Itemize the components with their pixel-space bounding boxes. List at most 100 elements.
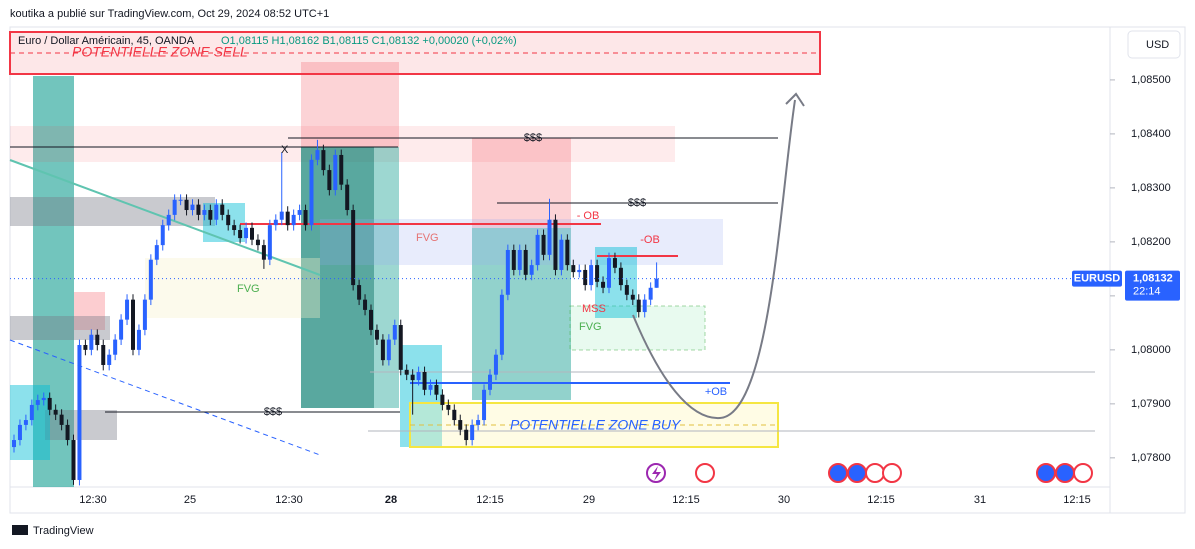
y-tick-label: 1,07800 [1131, 452, 1171, 464]
candle-body [630, 294, 635, 300]
projection-curve [632, 99, 796, 420]
candle-body [464, 429, 469, 441]
candle-body [565, 239, 570, 266]
candle-body [220, 204, 225, 215]
y-tick-label: 1,08300 [1131, 182, 1171, 194]
candle-body [190, 204, 195, 211]
candle-body [416, 372, 421, 381]
event-icon[interactable] [1073, 463, 1093, 483]
cyan-box [400, 345, 442, 447]
currency-button[interactable] [1127, 30, 1181, 59]
candle-body [29, 404, 34, 421]
annotation: FVG [416, 232, 439, 244]
candle-body [374, 329, 379, 340]
candle-body [482, 389, 487, 421]
candle-body [77, 345, 82, 480]
candle-body [202, 210, 207, 215]
candle-body [273, 219, 278, 226]
candle-body [315, 150, 320, 160]
x-tick-label: 25 [184, 494, 196, 506]
candle-body [59, 414, 64, 425]
candle-body [297, 210, 302, 215]
candle-body [47, 397, 52, 410]
candle-body [404, 369, 409, 375]
candle-body [154, 245, 159, 260]
candle-body [196, 204, 201, 215]
candle-body [618, 267, 623, 286]
candle-body [642, 299, 647, 313]
x-tick-label: 31 [974, 494, 986, 506]
candle-body [351, 210, 356, 286]
candle-body [119, 319, 124, 340]
candle-body [398, 325, 403, 370]
candle-body [255, 239, 260, 246]
countdown: 22:14 [1133, 286, 1161, 298]
logo-mark [12, 525, 28, 535]
event-icon[interactable] [1036, 463, 1056, 483]
candle-body [529, 265, 534, 275]
candle-body [601, 281, 606, 288]
annotation: $$$ [264, 406, 282, 418]
candle-body [107, 354, 112, 365]
candle-body [553, 219, 558, 270]
candle-body [285, 211, 290, 226]
event-icon[interactable] [695, 463, 715, 483]
candle-body [131, 299, 135, 350]
candle-body [446, 404, 451, 410]
annotation: +OB [705, 386, 727, 398]
candle-body [184, 199, 189, 211]
candle-body [208, 210, 213, 220]
candle-body [612, 258, 617, 268]
candle-body [559, 239, 564, 270]
event-icon[interactable] [882, 463, 902, 483]
candle-body [166, 214, 171, 226]
candle-body [636, 299, 641, 313]
candle-body [493, 354, 498, 375]
candle-body [238, 230, 243, 239]
candle-body [511, 249, 516, 270]
zone-box [74, 292, 105, 330]
candle-body [345, 184, 350, 211]
candle-body [434, 384, 439, 395]
x-tick-label: 12:15 [1063, 494, 1091, 506]
candle-body [244, 227, 249, 239]
candle-body [136, 329, 141, 350]
y-tick-label: 1,08200 [1131, 236, 1171, 248]
candle-body [476, 420, 481, 425]
candle-body [505, 249, 510, 295]
candle-body [113, 339, 118, 355]
candle-body [386, 339, 391, 361]
event-icon[interactable] [828, 463, 848, 483]
candle-body [279, 211, 284, 220]
candle-body [267, 225, 272, 260]
candle-body [23, 420, 28, 425]
x-tick-label: 28 [385, 494, 397, 506]
zone-box [33, 76, 74, 487]
x-tick-label: 12:15 [672, 494, 700, 506]
event-icon[interactable] [865, 463, 885, 483]
ohlc-legend: O1,08115 H1,08162 B1,08115 C1,08132 +0,0… [221, 35, 517, 47]
candle-body [83, 345, 88, 350]
candle-body [125, 299, 130, 320]
candle-body [654, 278, 659, 288]
y-tick-label: 1,08400 [1131, 128, 1171, 140]
event-icon[interactable] [847, 463, 867, 483]
candle-body [577, 269, 582, 273]
zone-box [374, 147, 399, 408]
last-price: 1,08132 [1133, 273, 1173, 285]
candle-body [583, 269, 588, 286]
annotation: $$$ [628, 197, 646, 209]
candle-body [303, 210, 308, 226]
candle-body [517, 249, 522, 270]
candle-body [226, 214, 231, 226]
annotation: X [281, 144, 289, 156]
zone-box [301, 62, 399, 147]
candle-body [380, 339, 385, 361]
candle-body [250, 227, 254, 240]
zone-label: POTENTIELLE ZONE SELL [72, 44, 248, 60]
candle-body [595, 265, 600, 282]
chart-frame [9, 26, 1186, 514]
event-icon[interactable] [1055, 463, 1075, 483]
price-box [1125, 270, 1180, 301]
candle-body [71, 440, 76, 480]
